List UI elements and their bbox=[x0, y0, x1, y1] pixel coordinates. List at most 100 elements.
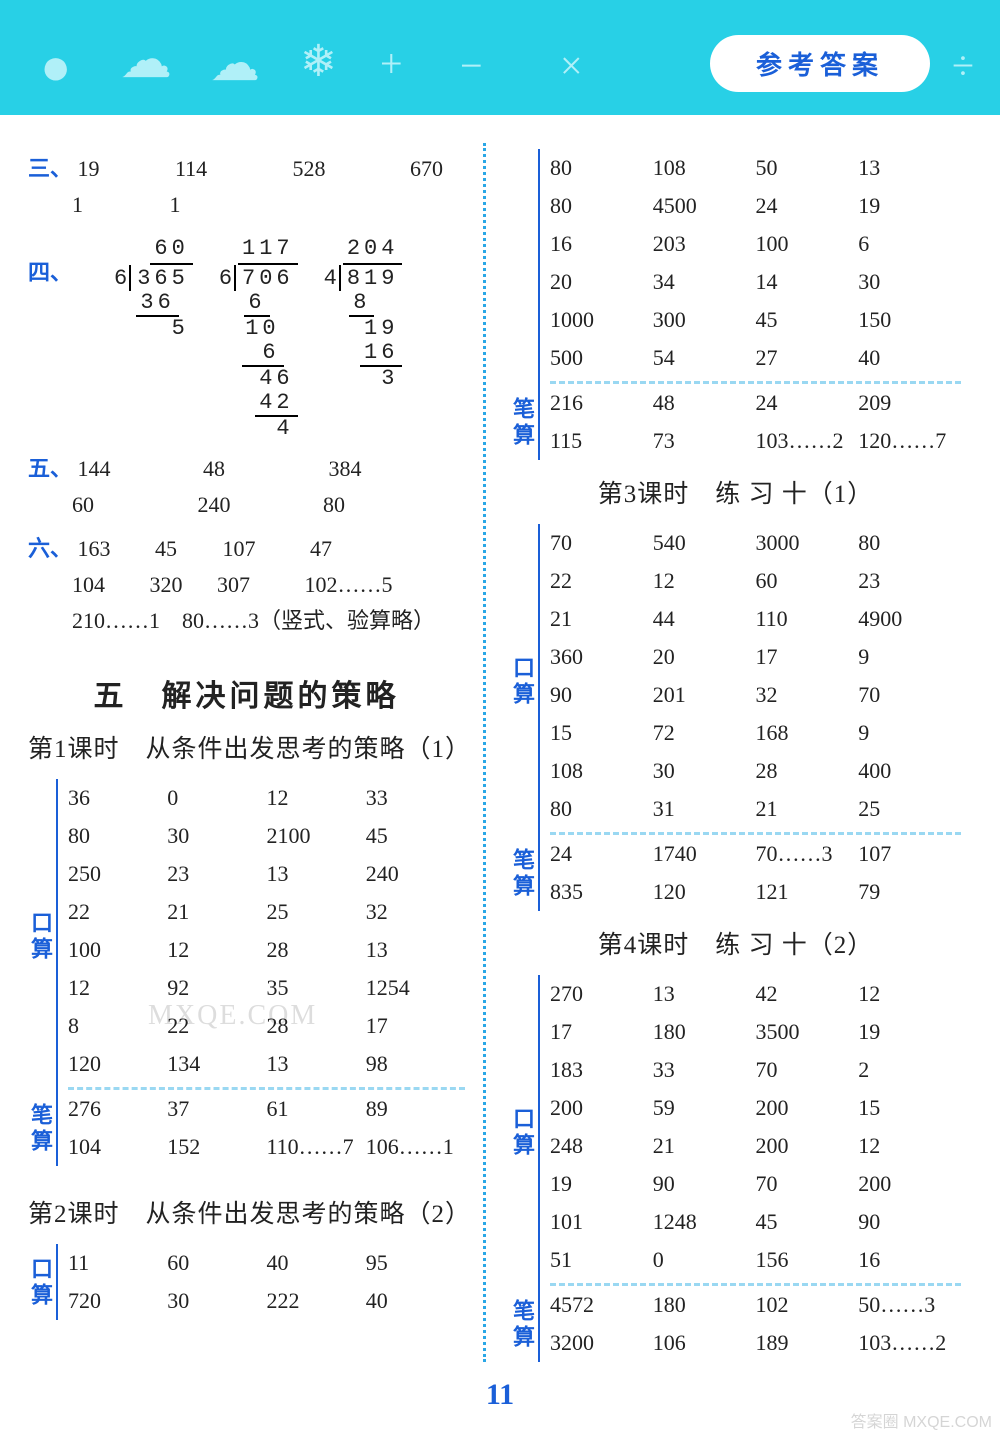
deco-rain-icon: ☁ bbox=[210, 34, 260, 92]
kou4-label: 口算 bbox=[510, 975, 538, 1288]
table-cell: 0 bbox=[167, 779, 266, 817]
table-row: 70540300080 bbox=[550, 524, 961, 562]
table-cell: 12 bbox=[858, 1127, 961, 1165]
table-cell: 156 bbox=[756, 1241, 859, 1279]
table-cell: 28 bbox=[756, 752, 859, 790]
table-cell: 270 bbox=[550, 975, 653, 1013]
table-cell: 276 bbox=[68, 1090, 167, 1128]
table-cell: 80 bbox=[550, 149, 653, 187]
biTop-block: 笔算 216482420911573103……2120……7 bbox=[510, 384, 961, 460]
table-cell: 120……7 bbox=[858, 422, 961, 460]
table-row: 18333702 bbox=[550, 1051, 961, 1089]
table-row: 100030045150 bbox=[550, 301, 961, 339]
table-cell: 30 bbox=[167, 817, 266, 855]
table-row: 22126023 bbox=[550, 562, 961, 600]
table-cell: 203 bbox=[653, 225, 756, 263]
table-cell: 90 bbox=[550, 676, 653, 714]
table-cell: 50……3 bbox=[858, 1286, 961, 1324]
table-cell: 134 bbox=[167, 1045, 266, 1083]
table-cell: 110 bbox=[756, 600, 859, 638]
table-cell: 23 bbox=[858, 562, 961, 600]
table-row: 2482120012 bbox=[550, 1127, 961, 1165]
table-row: 457218010250……3 bbox=[550, 1286, 961, 1324]
table-cell: 104 bbox=[68, 1128, 167, 1166]
table-row: 11573103……2120……7 bbox=[550, 422, 961, 460]
table-cell: 15 bbox=[858, 1089, 961, 1127]
table-cell: 835 bbox=[550, 873, 653, 911]
table-cell: 152 bbox=[167, 1128, 266, 1166]
label-wu: 五、 bbox=[28, 451, 72, 487]
table-cell: 250 bbox=[68, 855, 167, 893]
table-cell: 30 bbox=[167, 1282, 266, 1320]
table-cell: 40 bbox=[267, 1244, 366, 1282]
table-cell: 13 bbox=[267, 855, 366, 893]
label-liu: 六、 bbox=[28, 531, 72, 567]
table-row: 36020179 bbox=[550, 638, 961, 676]
table-cell: 16 bbox=[550, 225, 653, 263]
table-cell: 103……2 bbox=[858, 1324, 961, 1362]
table-cell: 120 bbox=[68, 1045, 167, 1083]
table-cell: 248 bbox=[550, 1127, 653, 1165]
table-row: 1292351254 bbox=[68, 969, 465, 1007]
table-cell: 107 bbox=[858, 835, 961, 873]
lesson1-title: 第1课时 从条件出发思考的策略（1） bbox=[28, 729, 465, 765]
table-cell: 22 bbox=[550, 562, 653, 600]
table-row: 24174070……3107 bbox=[550, 835, 961, 873]
table-cell: 24 bbox=[756, 187, 859, 225]
table-cell: 31 bbox=[653, 790, 756, 828]
table-row: 80312125 bbox=[550, 790, 961, 828]
table-cell: 19 bbox=[858, 187, 961, 225]
table-cell: 21 bbox=[653, 1127, 756, 1165]
table-row: 21441104900 bbox=[550, 600, 961, 638]
section-liu: 六、 163 45 107 47 104 320 307 102……5 210…… bbox=[28, 531, 465, 639]
table-cell: 70 bbox=[858, 676, 961, 714]
table-row: 2164824209 bbox=[550, 384, 961, 422]
table-cell: 1248 bbox=[653, 1203, 756, 1241]
table-cell: 300 bbox=[653, 301, 756, 339]
table-cell: 51 bbox=[550, 1241, 653, 1279]
table-cell: 0 bbox=[653, 1241, 756, 1279]
table-cell: 14 bbox=[756, 263, 859, 301]
table-cell: 2100 bbox=[267, 817, 366, 855]
table-cell: 13 bbox=[366, 931, 465, 969]
table-cell: 13 bbox=[267, 1045, 366, 1083]
deco-cloud-icon: ☁ bbox=[120, 30, 172, 90]
table-cell: 720 bbox=[68, 1282, 167, 1320]
table-cell: 19 bbox=[550, 1165, 653, 1203]
table-cell: 108 bbox=[550, 752, 653, 790]
table-cell: 12 bbox=[858, 975, 961, 1013]
table-cell: 106……1 bbox=[366, 1128, 465, 1166]
table-row: 8045002419 bbox=[550, 187, 961, 225]
deco-minus-icon: − bbox=[460, 42, 483, 89]
page-body: 三、 19 114 528 670 1 1 四、 60 6365 36 5 11 bbox=[0, 115, 1000, 1372]
table-cell: 200 bbox=[756, 1127, 859, 1165]
table-cell: 37 bbox=[167, 1090, 266, 1128]
table-cell: 200 bbox=[550, 1089, 653, 1127]
table-row: 270134212 bbox=[550, 975, 961, 1013]
kou1-block: 口算 3601233803021004525023132402221253210… bbox=[28, 779, 465, 1092]
table-row: 104152110……7106……1 bbox=[68, 1128, 465, 1166]
table-cell: 4500 bbox=[653, 187, 756, 225]
table-cell: 201 bbox=[653, 676, 756, 714]
label-si: 四、 bbox=[28, 255, 72, 287]
table-cell: 32 bbox=[366, 893, 465, 931]
table-row: 20341430 bbox=[550, 263, 961, 301]
table-cell: 189 bbox=[756, 1324, 859, 1362]
table-cell: 21 bbox=[167, 893, 266, 931]
table-cell: 30 bbox=[653, 752, 756, 790]
table-cell: 6 bbox=[858, 225, 961, 263]
table-cell: 54 bbox=[653, 339, 756, 377]
page-header: ● ☁ ☁ ❄ + − × ÷ 参考答案 bbox=[0, 0, 1000, 115]
bi1-label: 笔算 bbox=[28, 1090, 56, 1166]
bi4-block: 笔算 457218010250……33200106189103……2 bbox=[510, 1286, 961, 1362]
table-cell: 24 bbox=[550, 835, 653, 873]
table-cell: 200 bbox=[756, 1089, 859, 1127]
table-cell: 11 bbox=[68, 1244, 167, 1282]
kou2-block: 口算 116040957203022240 bbox=[28, 1244, 465, 1320]
table-row: 51015616 bbox=[550, 1241, 961, 1279]
table-row: 1201341398 bbox=[68, 1045, 465, 1083]
table-row: 83512012179 bbox=[550, 873, 961, 911]
kou4-block: 口算 2701342121718035001918333702200592001… bbox=[510, 975, 961, 1288]
table-row: 1083028400 bbox=[550, 752, 961, 790]
deco-circle-icon: ● bbox=[40, 38, 71, 97]
